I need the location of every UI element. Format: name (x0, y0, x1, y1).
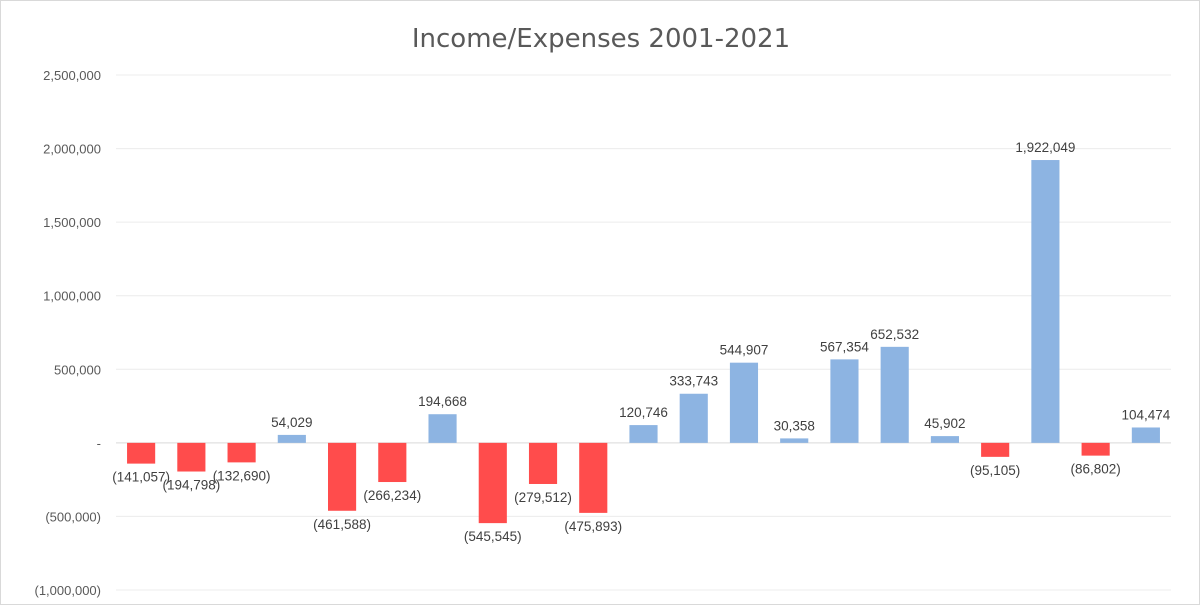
bars (127, 160, 1160, 524)
data-labels: (141,057)(194,798)(132,690) 54,029 (461,58… (112, 140, 1171, 544)
y-tick-label: 1,000,000 (43, 289, 101, 304)
bar (679, 393, 708, 443)
data-label: 652,532 (870, 327, 919, 342)
data-label: 333,743 (669, 374, 718, 389)
y-tick-label: 500,000 (54, 362, 101, 377)
data-label: (86,802) (1070, 462, 1120, 477)
data-label: (461,588) (313, 517, 371, 532)
data-label: (279,512) (514, 490, 572, 505)
y-tick-label: (500,000) (45, 509, 101, 524)
data-label: (266,234) (363, 488, 421, 503)
data-label: 567,354 (820, 339, 869, 354)
bar (328, 442, 357, 511)
bar (930, 436, 959, 443)
data-label: 104,474 (1121, 407, 1170, 422)
bar (127, 442, 156, 464)
data-label: (95,105) (970, 463, 1020, 478)
bar (729, 362, 759, 443)
data-label: (545,545) (464, 529, 522, 544)
bar (277, 434, 306, 443)
chart-title: Income/Expenses 2001-2021 (412, 24, 790, 54)
data-label: 1,922,049 (1015, 140, 1075, 155)
bar (981, 442, 1010, 457)
bar (528, 442, 558, 484)
data-label: (475,893) (564, 519, 622, 534)
bar (780, 438, 809, 443)
bar (428, 414, 457, 443)
y-tick-label: 1,500,000 (43, 215, 101, 230)
y-tick-label: 2,500,000 (43, 68, 101, 83)
bar (378, 442, 407, 483)
bar (880, 346, 909, 443)
bar (579, 442, 608, 513)
data-label: (132,690) (213, 468, 271, 483)
data-label: (141,057) (112, 470, 170, 485)
y-tick-label: (1,000,000) (35, 583, 102, 598)
y-axis-tick-labels: 2,500,000 2,000,000 1,500,000 1,000,000 500,… (35, 68, 102, 598)
bar (227, 442, 256, 463)
data-label: 544,907 (720, 343, 769, 358)
bar (629, 425, 658, 443)
data-label: 45,902 (924, 416, 965, 431)
data-label: 30,358 (774, 418, 815, 433)
data-label: (194,798) (162, 478, 220, 493)
bar (1081, 442, 1110, 456)
bar (1131, 427, 1160, 443)
bar (1031, 160, 1060, 443)
bar (177, 442, 206, 472)
data-label: 120,746 (619, 405, 668, 420)
y-tick-label: - (97, 436, 101, 451)
gridlines (116, 74, 1171, 591)
bar (830, 359, 859, 443)
data-label: 194,668 (418, 394, 467, 409)
bar (478, 442, 507, 524)
y-tick-label: 2,000,000 (43, 142, 101, 157)
data-label: 54,029 (271, 415, 312, 430)
